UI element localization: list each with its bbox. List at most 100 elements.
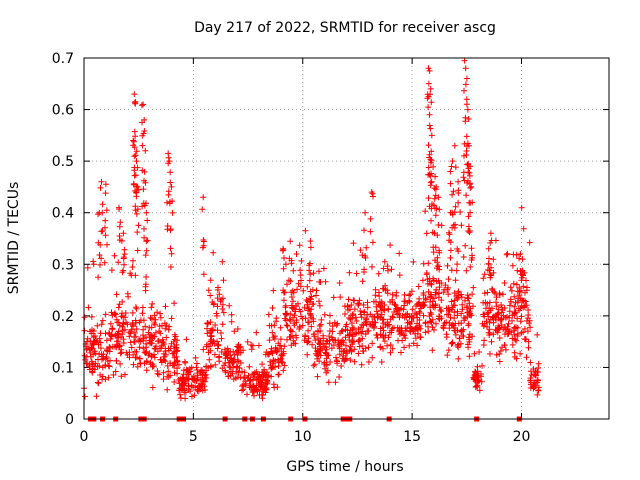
data-point — [332, 379, 339, 386]
data-point — [440, 289, 447, 296]
data-point — [312, 345, 319, 352]
data-point — [448, 163, 455, 170]
data-point — [95, 239, 102, 246]
data-point — [372, 286, 379, 293]
data-point — [102, 217, 109, 224]
data-point — [384, 263, 391, 270]
data-point — [412, 324, 419, 331]
data-point — [290, 337, 297, 344]
data-point — [359, 252, 366, 259]
data-point — [445, 347, 452, 354]
data-point — [389, 345, 396, 352]
data-point — [172, 333, 179, 340]
data-point — [357, 308, 364, 314]
data-point — [430, 275, 436, 282]
data-point — [384, 319, 391, 326]
data-point — [142, 281, 149, 288]
data-point — [133, 210, 140, 217]
data-point — [296, 324, 303, 331]
data-point — [138, 102, 145, 109]
data-point — [349, 312, 356, 319]
data-point — [458, 310, 465, 317]
data-point — [287, 238, 294, 245]
data-point — [485, 261, 492, 268]
data-point — [463, 96, 470, 103]
data-point — [507, 296, 514, 303]
data-point — [140, 345, 147, 352]
data-point — [420, 312, 427, 319]
data-point — [469, 199, 476, 206]
data-point — [387, 342, 394, 348]
data-point — [103, 337, 110, 344]
data-point — [431, 326, 437, 333]
data-point — [151, 312, 158, 319]
data-point — [447, 254, 454, 261]
data-point — [360, 301, 367, 308]
x-tick-label: 20 — [513, 429, 531, 445]
data-point — [465, 213, 472, 220]
data-point — [94, 322, 101, 329]
data-point — [91, 348, 98, 355]
data-point — [452, 331, 459, 338]
y-tick-label: 0.1 — [52, 360, 74, 376]
data-point — [427, 172, 434, 179]
data-point — [190, 375, 197, 382]
data-point — [199, 244, 206, 251]
data-point — [518, 329, 525, 336]
data-point — [214, 295, 221, 302]
data-point — [487, 271, 494, 278]
data-point — [509, 335, 516, 342]
data-point — [169, 350, 176, 357]
data-point — [281, 343, 288, 350]
data-point — [290, 289, 297, 296]
y-axis-label: SRMTID / TECUs — [6, 182, 22, 295]
data-point — [365, 359, 372, 365]
data-point — [97, 261, 103, 268]
data-point — [81, 352, 88, 359]
data-point — [96, 363, 103, 369]
data-point — [369, 263, 375, 270]
data-point — [445, 276, 452, 283]
data-point — [496, 335, 503, 341]
data-point — [516, 307, 523, 314]
data-point — [222, 369, 229, 375]
data-point — [316, 323, 323, 329]
data-point — [361, 227, 367, 234]
x-tick-label: 10 — [294, 429, 312, 445]
data-point — [133, 183, 140, 190]
data-point — [275, 359, 282, 366]
data-point — [306, 267, 313, 274]
data-point — [336, 374, 343, 380]
data-point — [151, 333, 158, 340]
data-point — [465, 169, 472, 176]
data-point — [113, 316, 120, 323]
data-point — [240, 381, 247, 388]
data-point — [308, 312, 314, 319]
data-point — [151, 320, 158, 326]
data-point — [465, 223, 472, 230]
data-point — [146, 324, 153, 331]
data-point — [256, 371, 263, 378]
x-tick-label: 15 — [403, 429, 421, 445]
data-point — [512, 336, 519, 343]
data-point — [292, 308, 299, 315]
data-point — [119, 331, 126, 337]
data-point — [401, 314, 408, 321]
data-point — [217, 298, 224, 305]
data-point — [462, 242, 469, 249]
data-point — [321, 359, 328, 366]
data-point — [316, 302, 323, 309]
data-point — [420, 292, 427, 298]
data-point — [432, 212, 439, 219]
data-point — [406, 292, 413, 299]
data-point — [143, 367, 150, 374]
data-point — [458, 327, 465, 334]
data-point — [321, 343, 328, 350]
data-point — [157, 314, 164, 321]
data-point — [260, 369, 267, 375]
data-point — [526, 239, 533, 246]
data-point — [414, 320, 421, 327]
data-point — [451, 209, 458, 216]
data-point — [143, 238, 150, 245]
